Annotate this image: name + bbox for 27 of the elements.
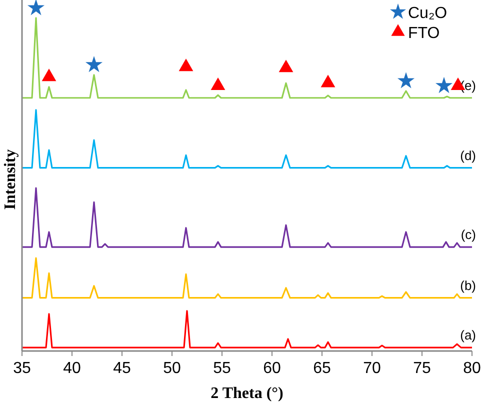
x-tick-label: 50 <box>163 360 181 377</box>
x-tick-label: 45 <box>113 360 131 377</box>
y-axis-title: Intensity <box>2 149 19 210</box>
legend-label: Cu₂O <box>408 5 448 22</box>
point <box>85 56 103 72</box>
series-label: (c) <box>460 227 476 242</box>
series-label: (d) <box>460 148 476 163</box>
point <box>397 72 415 88</box>
x-tick-label: 55 <box>213 360 231 377</box>
point <box>278 60 294 72</box>
point <box>178 58 194 72</box>
series-label: (a) <box>460 328 476 343</box>
x-tick-label: 35 <box>13 360 31 377</box>
x-tick-label: 70 <box>363 360 381 377</box>
point <box>27 0 45 16</box>
legend-label: FTO <box>408 25 440 42</box>
point <box>435 76 453 94</box>
point <box>42 68 56 82</box>
x-tick-label: 75 <box>413 360 431 377</box>
series-label: (b) <box>460 278 476 293</box>
x-tick-label: 65 <box>313 360 331 377</box>
point <box>210 78 226 90</box>
x-tick-label: 40 <box>63 360 81 377</box>
x-tick-label: 60 <box>263 360 281 377</box>
x-axis-title: 2 Theta (°) <box>210 385 284 402</box>
point <box>320 74 336 88</box>
x-tick-label: 80 <box>463 360 481 377</box>
